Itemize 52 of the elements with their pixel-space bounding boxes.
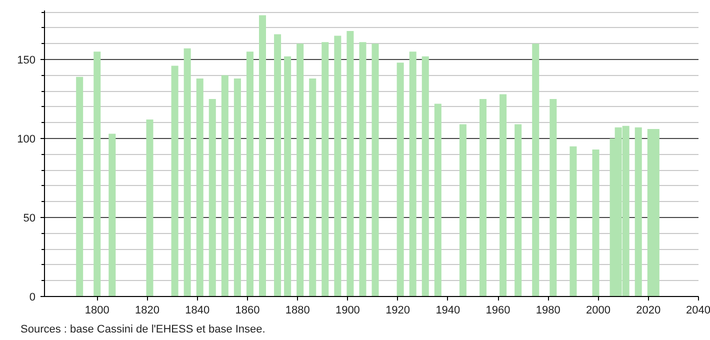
bar	[570, 146, 577, 296]
bar	[500, 94, 507, 296]
x-tick-label: 1840	[185, 304, 210, 316]
x-tick-label: 1800	[84, 304, 110, 316]
source-note: Sources : base Cassini de l'EHESS et base Insee.	[20, 324, 266, 336]
x-tick-label: 1960	[486, 304, 510, 316]
bar	[234, 78, 241, 296]
bar	[322, 42, 329, 296]
x-tick-label: 2000	[586, 304, 611, 316]
x-tick-label: 2040	[686, 304, 710, 316]
bar	[94, 52, 101, 296]
bar	[221, 75, 228, 296]
bar	[76, 76, 84, 296]
bar	[532, 44, 540, 296]
y-tick-label: 0	[29, 292, 36, 304]
x-tick-label: 1820	[135, 304, 160, 316]
bar	[296, 44, 304, 296]
x-tick-label: 1920	[386, 304, 410, 316]
bar	[550, 98, 557, 296]
bar	[480, 98, 487, 296]
x-tick-label: 1860	[235, 304, 260, 316]
y-tick-label: 150	[17, 54, 36, 66]
bar	[409, 52, 416, 296]
bar	[459, 124, 466, 296]
bar	[171, 66, 178, 296]
x-tick-label: 1980	[536, 304, 560, 316]
bar	[184, 48, 191, 296]
x-tick-label: 1880	[285, 304, 310, 316]
bar	[108, 134, 116, 296]
x-tick-label: 2020	[636, 304, 661, 316]
bar	[434, 104, 442, 296]
bar	[246, 52, 254, 296]
bar	[592, 150, 600, 296]
bar	[146, 120, 154, 296]
bar	[346, 31, 354, 296]
bar	[396, 62, 404, 296]
bar	[372, 44, 379, 296]
x-tick-label: 1940	[436, 304, 460, 316]
bar	[514, 124, 522, 296]
x-tick-label: 1900	[335, 304, 360, 316]
bar	[284, 56, 292, 296]
bar	[309, 78, 316, 296]
bar	[196, 78, 204, 296]
bar	[422, 56, 429, 296]
bar	[359, 42, 366, 296]
bar	[258, 15, 266, 296]
bar	[634, 127, 642, 296]
y-tick-label: 50	[23, 212, 36, 224]
y-tick-label: 100	[17, 133, 36, 146]
bar	[208, 98, 216, 296]
bar	[274, 34, 282, 296]
bar	[334, 36, 342, 296]
